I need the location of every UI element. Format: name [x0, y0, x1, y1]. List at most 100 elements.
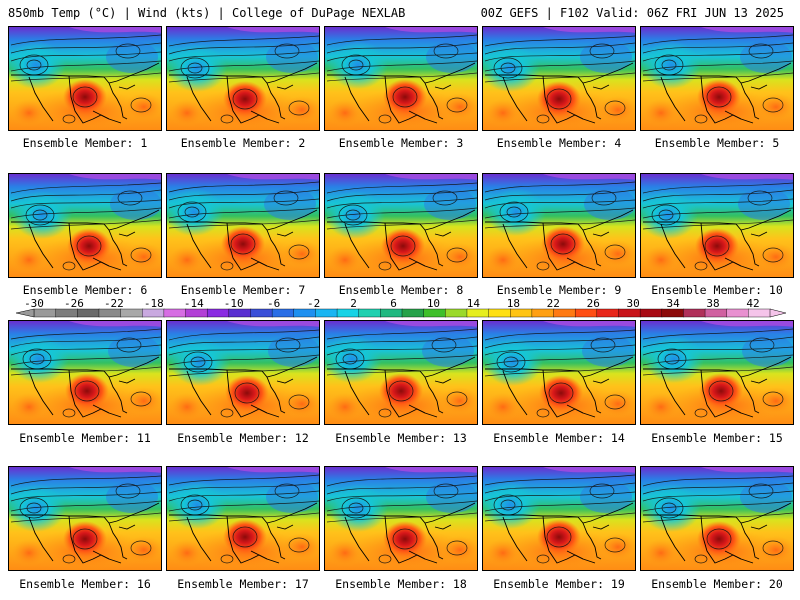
- colorbar-tick-label: -10: [224, 297, 244, 310]
- colorbar-swatch: [553, 308, 576, 318]
- ensemble-member-map: [482, 26, 636, 131]
- run-valid-time: 00Z GEFS | F102 Valid: 06Z FRI JUN 13 20…: [480, 6, 784, 20]
- ensemble-member-map: [8, 320, 162, 425]
- colorbar-swatch: [77, 308, 100, 318]
- colorbar-swatch: [336, 308, 360, 318]
- ensemble-member-map: [166, 26, 320, 131]
- colorbar-swatch: [596, 308, 620, 318]
- colorbar-tick-label: -6: [267, 297, 280, 310]
- colorbar-tick-label: 2: [350, 297, 357, 310]
- colorbar-swatch: [466, 308, 490, 318]
- colorbar-tick-label: 34: [666, 297, 680, 310]
- ensemble-member-label: Ensemble Member: 3: [338, 136, 464, 150]
- ensemble-member-map: [482, 466, 636, 571]
- ensemble-member-label: Ensemble Member: 4: [496, 136, 622, 150]
- colorbar-tick-label: 42: [746, 297, 759, 310]
- colorbar-tick-labels: -30 -26 -22 -18 -14 -10 -6 -2 2 6 10 14 18 22 26 30 34 38…: [24, 297, 760, 310]
- colorbar-swatch: [704, 308, 728, 318]
- colorbar-swatch: [748, 308, 771, 318]
- colorbar-swatch: [142, 308, 165, 318]
- colorbar-swatch: [55, 308, 78, 318]
- ensemble-member-map: [640, 26, 794, 131]
- ensemble-member-map: [640, 173, 794, 278]
- colorbar-tick-label: -14: [184, 297, 204, 310]
- colorbar-max-arrow: [769, 308, 787, 318]
- colorbar-swatch: [33, 308, 57, 318]
- ensemble-member-label: Ensemble Member: 20: [651, 577, 783, 591]
- colorbar-swatch: [293, 308, 317, 318]
- ensemble-member-map: [166, 466, 320, 571]
- ensemble-member-map: [8, 26, 162, 131]
- colorbar-swatch: [163, 308, 187, 318]
- colorbar-swatch: [661, 308, 685, 318]
- colorbar-swatch: [185, 308, 208, 318]
- ensemble-member-label: Ensemble Member: 18: [335, 577, 467, 591]
- colorbar-swatch: [531, 308, 555, 318]
- ensemble-member-label: Ensemble Member: 12: [177, 431, 309, 445]
- ensemble-member-label: Ensemble Member: 8: [338, 283, 464, 297]
- colorbar-min-arrow: [15, 308, 35, 318]
- colorbar-tick-label: 26: [587, 297, 600, 310]
- colorbar-swatch: [358, 308, 382, 318]
- ensemble-member-label: Ensemble Member: 10: [651, 283, 783, 297]
- colorbar-swatch: [120, 308, 143, 318]
- colorbar-tick-label: 38: [706, 297, 719, 310]
- ensemble-member-label: Ensemble Member: 1: [22, 136, 148, 150]
- ensemble-member-label: Ensemble Member: 19: [493, 577, 625, 591]
- colorbar-tick-label: -2: [307, 297, 320, 310]
- colorbar-swatch: [250, 308, 273, 318]
- ensemble-member-label: Ensemble Member: 15: [651, 431, 783, 445]
- colorbar-swatch: [445, 308, 468, 318]
- colorbar-swatch: [683, 308, 706, 318]
- ensemble-member-map: [324, 320, 478, 425]
- colorbar-tick-label: 18: [507, 297, 520, 310]
- colorbar-swatch: [271, 308, 295, 318]
- colorbar-swatches: [33, 308, 771, 318]
- colorbar-swatch: [618, 308, 641, 318]
- ensemble-member-label: Ensemble Member: 16: [19, 577, 151, 591]
- colorbar-tick-label: -30: [24, 297, 44, 310]
- colorbar-tick-label: -26: [64, 297, 84, 310]
- ensemble-member-map: [482, 173, 636, 278]
- colorbar-swatch: [510, 308, 533, 318]
- ensemble-member-map: [640, 466, 794, 571]
- ensemble-member-label: Ensemble Member: 13: [335, 431, 467, 445]
- ensemble-member-label: Ensemble Member: 2: [180, 136, 306, 150]
- colorbar-swatch: [423, 308, 446, 318]
- map-title: 850mb Temp (°C) | Wind (kts) | College o…: [8, 6, 406, 20]
- ensemble-member-map: [324, 26, 478, 131]
- ensemble-member-map: [8, 466, 162, 571]
- colorbar-swatch: [98, 308, 122, 318]
- colorbar-swatch: [574, 308, 598, 318]
- colorbar-swatch: [206, 308, 230, 318]
- ensemble-member-label: Ensemble Member: 7: [180, 283, 306, 297]
- colorbar-swatch: [315, 308, 338, 318]
- ensemble-member-map: [640, 320, 794, 425]
- colorbar-tick-label: 6: [390, 297, 397, 310]
- ensemble-member-map: [324, 173, 478, 278]
- ensemble-member-map: [324, 466, 478, 571]
- colorbar-tick-label: -18: [144, 297, 164, 310]
- colorbar-tick-label: 22: [547, 297, 560, 310]
- colorbar-tick-label: 14: [467, 297, 481, 310]
- colorbar-swatch: [639, 308, 663, 318]
- ensemble-member-label: Ensemble Member: 14: [493, 431, 625, 445]
- colorbar-tick-label: 30: [627, 297, 640, 310]
- ensemble-member-map: [8, 173, 162, 278]
- colorbar-tick-label: -22: [104, 297, 124, 310]
- ensemble-member-label: Ensemble Member: 9: [496, 283, 622, 297]
- colorbar-swatch: [726, 308, 750, 318]
- colorbar-tick-label: 10: [427, 297, 440, 310]
- ensemble-member-map: [482, 320, 636, 425]
- temperature-colorbar: -30 -26 -22 -18 -14 -10 -6 -2 2 6 10 14 18 22 26 30 34 38…: [15, 297, 787, 318]
- ensemble-member-label: Ensemble Member: 5: [654, 136, 780, 150]
- ensemble-member-label: Ensemble Member: 6: [22, 283, 148, 297]
- ensemble-member-map: [166, 320, 320, 425]
- ensemble-member-label: Ensemble Member: 11: [19, 431, 151, 445]
- colorbar-swatch: [401, 308, 425, 318]
- ensemble-member-map: [166, 173, 320, 278]
- colorbar-swatch: [380, 308, 403, 318]
- ensemble-member-label: Ensemble Member: 17: [177, 577, 309, 591]
- colorbar-swatch: [488, 308, 511, 318]
- colorbar-swatch: [228, 308, 252, 318]
